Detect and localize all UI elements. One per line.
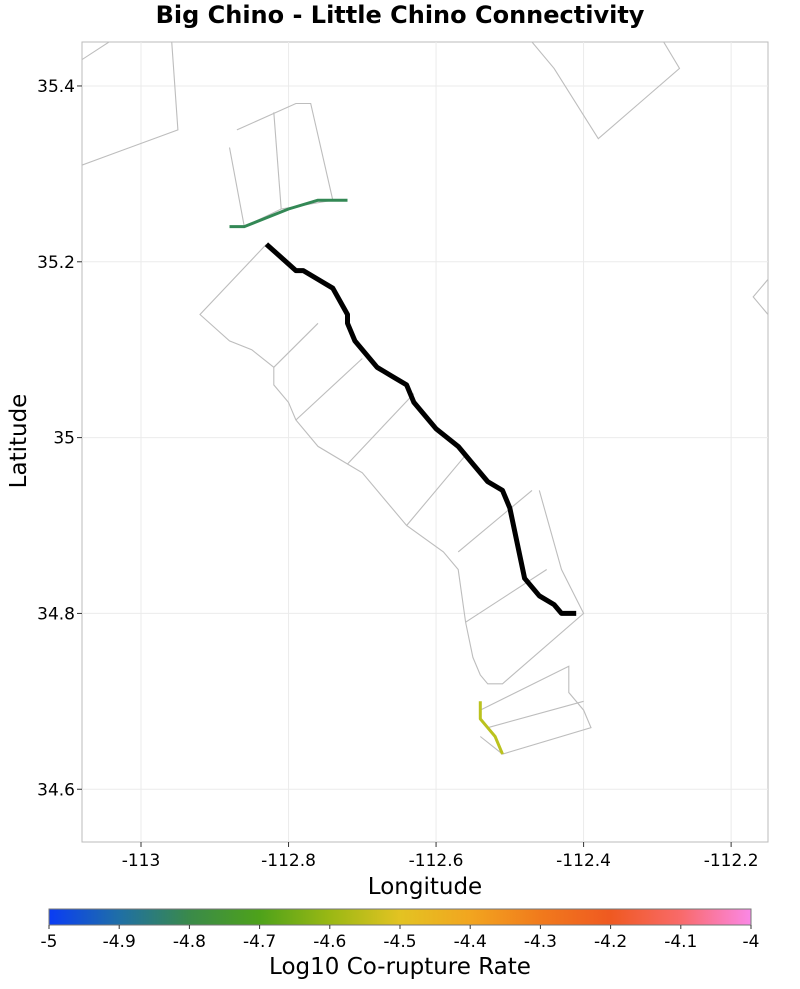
colorbar-tick-label: -5 [41,932,58,952]
colorbar-tick-label: -4 [743,932,760,952]
y-tick-label: 35.2 [37,253,75,273]
fault-trace-1 [229,198,348,229]
y-axis-ticks: 34.6 34.8 35 35.2 35.4 [37,77,82,800]
x-tick-label: -112.4 [556,851,611,871]
colorbar-tick-label: -4.8 [173,932,206,952]
colorbar-tick-label: -4.1 [664,932,697,952]
x-axis-ticks: -113 -112.8 -112.6 -112.4 -112.2 [122,842,759,871]
x-tick-label: -112.2 [704,851,759,871]
northeast-section [531,42,681,140]
zone-divider-1 [273,322,319,368]
colorbar-tick-label: -4.7 [243,932,276,952]
zone-divider-6 [465,569,547,623]
x-tick-label: -112.8 [261,851,316,871]
colorbar-tick-label: -4.2 [594,932,627,952]
zone-divider-3 [347,393,415,465]
y-tick-label: 34.6 [37,780,75,800]
colorbar-tick-label: -4.4 [454,932,487,952]
zone-divider-5 [457,489,533,553]
fault-trace-0 [264,242,577,616]
main-fault-zone-outline [199,243,585,685]
plot-panel [81,41,769,843]
x-tick-label: -113 [122,851,161,871]
y-tick-label: 34.8 [37,604,75,624]
colorbar-tick-label: -4.3 [524,932,557,952]
chart-title: Big Chino - Little Chino Connectivity [156,1,645,29]
northwest-section [82,42,179,166]
upper-section-divider [273,112,282,210]
y-tick-label: 35.4 [37,77,75,97]
zone-divider-4 [406,454,467,526]
east-edge-section [752,279,768,315]
colorbar-tick-label: -4.6 [313,932,346,952]
x-axis-label: Longitude [368,874,482,900]
y-axis-label: Latitude [6,394,32,489]
colorbar-ticks: -5 -4.9 -4.8 -4.7 -4.6 -4.5 -4.4 -4.3 -4.2 -4.1 -4 [41,925,760,952]
colorbar [48,908,752,926]
colorbar-tick-label: -4.5 [383,932,416,952]
zone-divider-2 [295,358,363,421]
grid-lines [82,42,768,842]
fault-trace-2 [478,701,504,755]
y-tick-label: 35 [53,429,75,449]
fault-traces [229,198,577,755]
southern-divider [487,700,584,729]
colorbar-label: Log10 Co-rupture Rate [269,954,531,980]
x-tick-label: -112.6 [409,851,464,871]
colorbar-tick-label: -4.9 [103,932,136,952]
section-outlines [82,42,768,755]
